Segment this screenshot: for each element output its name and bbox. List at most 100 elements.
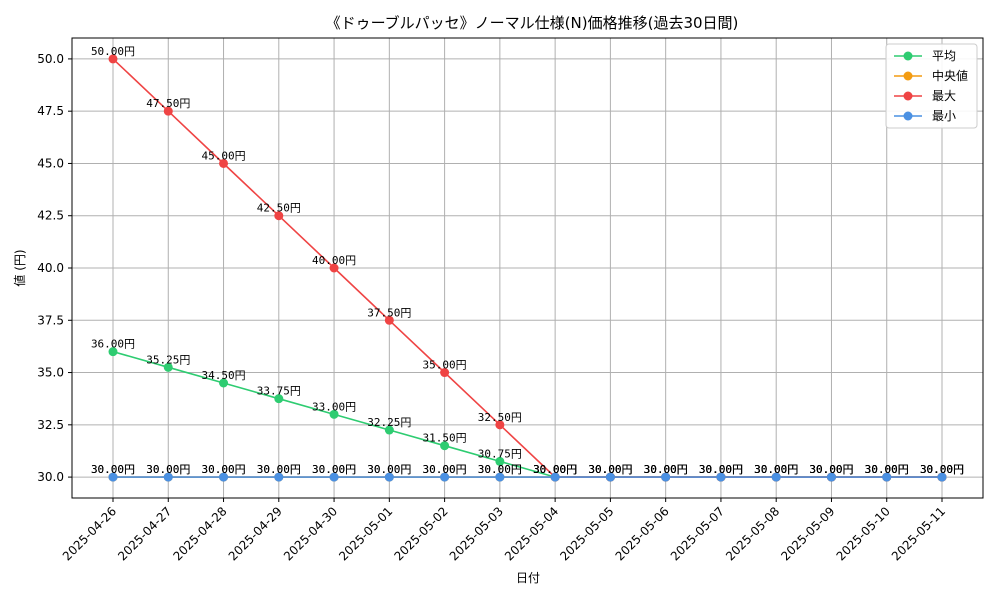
data-label: 30.00円 bbox=[809, 463, 853, 476]
data-label: 30.00円 bbox=[754, 463, 798, 476]
data-label: 30.00円 bbox=[644, 463, 688, 476]
data-point bbox=[384, 425, 394, 435]
y-tick-label: 35.0 bbox=[37, 366, 64, 380]
data-label: 30.00円 bbox=[699, 463, 743, 476]
data-label: 30.00円 bbox=[865, 463, 909, 476]
data-label: 30.00円 bbox=[367, 463, 411, 476]
data-label: 30.00円 bbox=[809, 463, 853, 476]
data-point bbox=[163, 362, 173, 372]
chart-title: 《ドゥーブルパッセ》ノーマル仕様(N)価格推移(過去30日間) bbox=[326, 14, 739, 32]
data-label: 30.00円 bbox=[699, 463, 743, 476]
series-layer: 36.00円 35.25円 34.50円 33.75円 33.00円 32.25円 31.5… bbox=[91, 45, 964, 482]
data-label: 30.00円 bbox=[920, 463, 964, 476]
data-point bbox=[329, 263, 339, 273]
data-label: 30.00円 bbox=[699, 463, 743, 476]
data-point bbox=[937, 472, 947, 482]
y-tick-label: 30.0 bbox=[37, 470, 64, 484]
grid-lines bbox=[72, 38, 983, 498]
data-point bbox=[329, 472, 339, 482]
data-point bbox=[440, 472, 450, 482]
data-point bbox=[440, 368, 450, 378]
data-point bbox=[716, 472, 726, 482]
data-label: 31.50円 bbox=[423, 432, 467, 445]
y-tick-label: 42.5 bbox=[37, 209, 64, 223]
y-tick-label: 47.5 bbox=[37, 104, 64, 118]
data-point bbox=[163, 106, 173, 116]
data-point bbox=[108, 347, 118, 357]
y-tick-label: 37.5 bbox=[37, 313, 64, 327]
data-label: 30.00円 bbox=[809, 463, 853, 476]
data-label: 30.00円 bbox=[754, 463, 798, 476]
data-label: 45.00円 bbox=[201, 149, 245, 162]
y-axis-ticks: 30.0 32.5 35.0 37.5 40.0 42.5 45.0 47.5 50.0 bbox=[37, 52, 72, 484]
data-label: 33.75円 bbox=[257, 385, 301, 398]
data-point bbox=[826, 472, 836, 482]
data-point bbox=[108, 472, 118, 482]
data-label: 30.00円 bbox=[201, 463, 245, 476]
data-label: 30.00円 bbox=[644, 463, 688, 476]
data-label: 32.50円 bbox=[478, 411, 522, 424]
data-label: 30.00円 bbox=[478, 463, 522, 476]
data-point bbox=[219, 158, 229, 168]
data-label: 30.00円 bbox=[644, 463, 688, 476]
data-label: 30.00円 bbox=[257, 463, 301, 476]
data-point bbox=[605, 472, 615, 482]
data-label: 30.00円 bbox=[588, 463, 632, 476]
data-point bbox=[108, 54, 118, 64]
data-label: 30.00円 bbox=[423, 463, 467, 476]
data-label: 30.00円 bbox=[367, 463, 411, 476]
legend-label: 平均 bbox=[932, 49, 956, 63]
legend-label: 最小 bbox=[932, 109, 956, 123]
data-label: 30.00円 bbox=[588, 463, 632, 476]
data-label: 30.00円 bbox=[91, 463, 135, 476]
data-point bbox=[550, 472, 560, 482]
data-label: 35.25円 bbox=[146, 353, 190, 366]
y-tick-label: 32.5 bbox=[37, 418, 64, 432]
legend-marker bbox=[903, 71, 913, 81]
data-label: 37.50円 bbox=[367, 306, 411, 319]
data-point bbox=[440, 441, 450, 451]
legend-marker bbox=[903, 51, 913, 61]
legend-marker bbox=[903, 91, 913, 101]
data-point bbox=[163, 472, 173, 482]
y-tick-label: 50.0 bbox=[37, 52, 64, 66]
data-label: 30.00円 bbox=[257, 463, 301, 476]
data-label: 42.50円 bbox=[257, 202, 301, 215]
data-label: 30.00円 bbox=[146, 463, 190, 476]
series-3: 30.00円 30.00円 30.00円 30.00円 30.00円 30.00円 30.0… bbox=[91, 463, 964, 482]
data-label: 33.00円 bbox=[312, 400, 356, 413]
data-label: 30.00円 bbox=[920, 463, 964, 476]
plot-frame bbox=[71, 37, 984, 499]
data-point bbox=[384, 315, 394, 325]
data-point bbox=[384, 472, 394, 482]
data-label: 30.00円 bbox=[865, 463, 909, 476]
data-point bbox=[329, 409, 339, 419]
data-point bbox=[274, 211, 284, 221]
data-point bbox=[661, 472, 671, 482]
data-label: 30.00円 bbox=[312, 463, 356, 476]
data-label: 30.00円 bbox=[312, 463, 356, 476]
data-label: 40.00円 bbox=[312, 254, 356, 267]
data-label: 30.00円 bbox=[533, 463, 577, 476]
data-label: 30.00円 bbox=[865, 463, 909, 476]
data-label: 30.00円 bbox=[644, 463, 688, 476]
y-tick-label: 40.0 bbox=[37, 261, 64, 275]
data-label: 30.00円 bbox=[809, 463, 853, 476]
y-tick-label: 45.0 bbox=[37, 156, 64, 170]
data-label: 30.00円 bbox=[533, 463, 577, 476]
data-point bbox=[771, 472, 781, 482]
legend-marker bbox=[903, 111, 913, 121]
y-axis-label: 値 (円) bbox=[12, 249, 27, 286]
data-label: 30.00円 bbox=[865, 463, 909, 476]
data-label: 34.50円 bbox=[201, 369, 245, 382]
data-label: 30.00円 bbox=[920, 463, 964, 476]
data-point bbox=[274, 394, 284, 404]
data-label: 30.00円 bbox=[699, 463, 743, 476]
data-point bbox=[219, 378, 229, 388]
legend-label: 最大 bbox=[932, 89, 956, 103]
data-label: 30.00円 bbox=[588, 463, 632, 476]
data-point bbox=[274, 472, 284, 482]
data-label: 30.00円 bbox=[754, 463, 798, 476]
data-point bbox=[219, 472, 229, 482]
